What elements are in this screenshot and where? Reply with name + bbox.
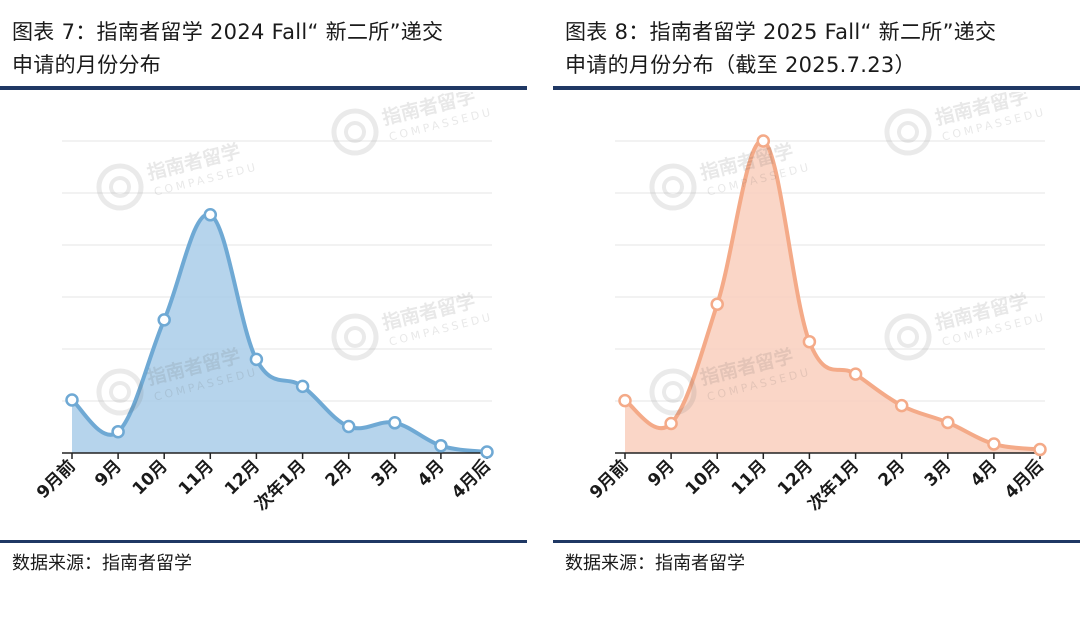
data-point [802, 334, 817, 349]
watermark-ring-icon [649, 163, 697, 211]
figure-title: 图表 7：指南者留学 2024 Fall“ 新二所”递交 申请的月份分布 [12, 16, 522, 82]
x-tick-label: 9月前 [585, 456, 632, 503]
title-divider [0, 86, 527, 90]
x-tick-label: 11月 [175, 456, 218, 499]
data-point [848, 367, 863, 381]
chart-panel-right: 图表 8：指南者留学 2025 Fall“ 新二所”递交 申请的月份分布（截至 … [553, 0, 1080, 633]
data-point [434, 438, 448, 453]
data-point [295, 379, 310, 394]
x-tick-label: 3月 [368, 456, 403, 491]
x-tick-label: 次年1月 [251, 456, 310, 515]
data-point [664, 416, 678, 431]
watermark-ring-icon [884, 313, 932, 361]
data-point [249, 352, 264, 367]
watermark-ring-icon [344, 326, 366, 348]
x-tick-label: 10月 [129, 456, 172, 499]
watermark-ring-icon [344, 121, 366, 143]
source-divider [553, 540, 1080, 543]
x-tick-label: 2月 [322, 456, 357, 491]
data-point [987, 437, 1001, 451]
figure-title: 图表 8：指南者留学 2025 Fall“ 新二所”递交 申请的月份分布（截至 … [565, 16, 1075, 82]
data-point [157, 313, 171, 327]
x-tick-label: 次年1月 [804, 456, 863, 515]
x-tick-label: 2月 [875, 456, 910, 491]
series-area [625, 140, 1040, 453]
x-tick-label: 11月 [728, 456, 771, 499]
figure-title-line1: 图表 8：指南者留学 2025 Fall“ 新二所”递交 [565, 20, 997, 44]
data-point [756, 134, 771, 148]
x-tick-label: 4月 [967, 456, 1002, 491]
data-point [618, 393, 632, 408]
watermark-ring-icon [897, 326, 919, 348]
series-area [72, 214, 487, 453]
x-tick-label: 4月后 [448, 456, 495, 503]
x-tick-label: 9月 [91, 456, 126, 491]
watermark-ring-icon [109, 176, 131, 198]
figure-title-line2: 申请的月份分布（截至 2025.7.23） [565, 53, 916, 77]
data-point [388, 416, 402, 430]
watermark-ring-icon [109, 381, 131, 403]
x-tick-label: 3月 [921, 456, 956, 491]
data-point [341, 419, 356, 434]
data-point [65, 393, 79, 407]
watermark-ring-icon [331, 108, 379, 156]
figure-title-line2: 申请的月份分布 [12, 53, 162, 77]
title-divider [553, 86, 1080, 90]
data-point [710, 297, 724, 311]
source-note: 数据来源：指南者留学 [565, 553, 745, 574]
watermark-ring-icon [96, 163, 144, 211]
x-tick-label: 12月 [774, 456, 817, 499]
watermark-ring-icon [662, 176, 684, 198]
watermark-ring-icon [662, 381, 684, 403]
data-point [203, 208, 218, 222]
data-point [894, 398, 909, 413]
figure-title-line1: 图表 7：指南者留学 2024 Fall“ 新二所”递交 [12, 20, 444, 44]
x-tick-label: 4月 [414, 456, 449, 491]
x-tick-label: 4月后 [1001, 456, 1048, 503]
data-point [480, 445, 494, 459]
source-note: 数据来源：指南者留学 [12, 553, 192, 574]
data-point [1033, 442, 1047, 457]
chart-panel-left: 图表 7：指南者留学 2024 Fall“ 新二所”递交 申请的月份分布 指南者… [0, 0, 527, 633]
watermark-ring-icon [897, 121, 919, 143]
watermark-ring-icon [884, 108, 932, 156]
x-tick-label: 12月 [221, 456, 264, 499]
data-point [941, 415, 955, 430]
x-tick-label: 10月 [682, 456, 725, 499]
source-divider [0, 540, 527, 543]
watermark-ring-icon [331, 313, 379, 361]
watermark-ring-icon [96, 368, 144, 416]
watermark-ring-icon [649, 368, 697, 416]
x-tick-label: 9月 [644, 456, 679, 491]
data-point [111, 424, 125, 439]
x-tick-label: 9月前 [32, 456, 79, 503]
